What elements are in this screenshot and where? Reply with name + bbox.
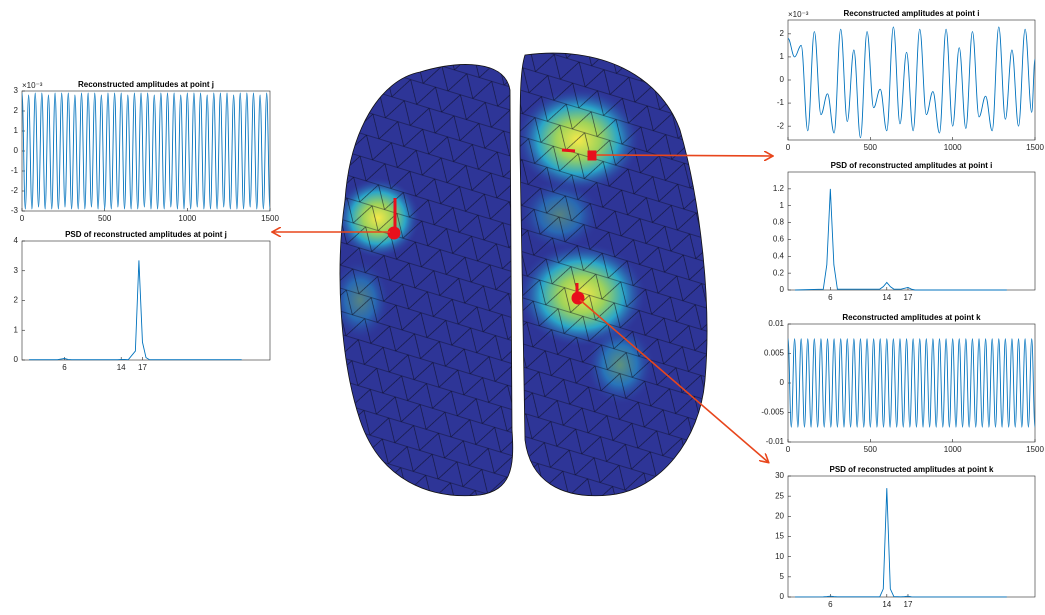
chart-title: Reconstructed amplitudes at point i: [843, 9, 979, 18]
x-tick-label: 14: [882, 600, 891, 609]
y-tick-label: 0.6: [773, 235, 785, 244]
y-tick-label: 25: [775, 491, 784, 500]
y-tick-label: 4: [14, 236, 19, 245]
y-tick-label: 0.2: [773, 268, 785, 277]
x-tick-label: 1500: [261, 214, 279, 223]
y-tick-label: 15: [775, 532, 784, 541]
y-tick-label: -1: [777, 98, 785, 107]
y-tick-label: 0.01: [768, 319, 784, 328]
y-tick-label: 5: [780, 572, 785, 581]
y-tick-label: -2: [777, 121, 785, 130]
y-tick-label: 0.8: [773, 218, 785, 227]
y-tick-label: 0: [780, 378, 785, 387]
chart-panel: PSD of reconstructed amplitudes at point…: [773, 161, 1035, 302]
x-tick-label: 500: [98, 214, 112, 223]
x-tick-label: 17: [904, 293, 913, 302]
y-tick-label: 0: [780, 592, 785, 601]
y-tick-label: 1: [780, 201, 785, 210]
y-exponent-label: ×10⁻³: [788, 10, 809, 19]
y-tick-label: 2: [14, 296, 19, 305]
chart-title: Reconstructed amplitudes at point j: [78, 80, 214, 89]
y-tick-label: 1: [14, 325, 19, 334]
y-tick-label: 3: [14, 86, 19, 95]
x-tick-label: 6: [62, 363, 67, 372]
x-tick-label: 1000: [944, 143, 962, 152]
figure: Reconstructed amplitudes at point j ×10⁻³…: [0, 0, 1045, 610]
chart-panel: PSD of reconstructed amplitudes at point…: [14, 230, 270, 372]
y-tick-label: 3: [14, 266, 19, 275]
x-tick-label: 17: [904, 600, 913, 609]
y-exponent-label: ×10⁻³: [22, 81, 43, 90]
y-tick-label: 0: [780, 75, 785, 84]
chart-panel: Reconstructed amplitudes at point j ×10⁻³…: [11, 80, 280, 223]
x-tick-label: 6: [828, 600, 833, 609]
y-tick-label: -2: [11, 186, 19, 195]
chart-panel: Reconstructed amplitudes at point i ×10⁻³…: [777, 9, 1045, 152]
x-tick-label: 1500: [1026, 445, 1044, 454]
y-tick-label: 1: [780, 52, 785, 61]
y-tick-label: -1: [11, 166, 19, 175]
x-tick-label: 1000: [944, 445, 962, 454]
y-tick-label: -3: [11, 206, 19, 215]
y-tick-label: 20: [775, 511, 784, 520]
x-tick-label: 500: [864, 143, 878, 152]
y-tick-label: 1: [14, 126, 19, 135]
y-tick-label: 10: [775, 552, 784, 561]
plot-area: [788, 476, 1035, 597]
x-tick-label: 0: [786, 445, 791, 454]
x-tick-label: 14: [117, 363, 126, 372]
x-tick-label: 0: [20, 214, 25, 223]
y-tick-label: 0: [780, 285, 785, 294]
y-tick-label: -0.01: [766, 437, 785, 446]
y-tick-label: -0.005: [761, 408, 784, 417]
chart-title: Reconstructed amplitudes at point k: [842, 313, 981, 322]
x-tick-label: 500: [864, 445, 878, 454]
x-tick-label: 6: [828, 293, 833, 302]
chart-title: PSD of reconstructed amplitudes at point…: [829, 465, 994, 474]
chart-panel: PSD of reconstructed amplitudes at point…: [775, 465, 1035, 609]
chart-title: PSD of reconstructed amplitudes at point…: [831, 161, 993, 170]
y-tick-label: 0.4: [773, 251, 785, 260]
chart-title: PSD of reconstructed amplitudes at point…: [65, 230, 227, 239]
y-tick-label: 0: [14, 146, 19, 155]
y-tick-label: 2: [780, 29, 785, 38]
x-tick-label: 1500: [1026, 143, 1044, 152]
y-tick-label: 30: [775, 471, 784, 480]
chart-panel: Reconstructed amplitudes at point k -0.01…: [761, 313, 1044, 454]
x-tick-label: 0: [786, 143, 791, 152]
x-tick-label: 14: [882, 293, 891, 302]
brain: [330, 40, 715, 510]
y-tick-label: 0.005: [764, 349, 785, 358]
y-tick-label: 1.2: [773, 184, 785, 193]
y-tick-label: 2: [14, 106, 19, 115]
x-tick-label: 1000: [178, 214, 196, 223]
plot-area: [788, 172, 1035, 290]
y-tick-label: 0: [14, 355, 19, 364]
x-tick-label: 17: [138, 363, 147, 372]
plot-area: [22, 241, 270, 360]
